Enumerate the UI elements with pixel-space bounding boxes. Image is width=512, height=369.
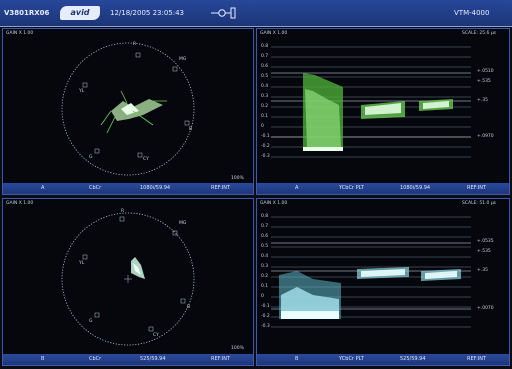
target-label-cy: CY xyxy=(143,157,149,162)
datetime-readout: 12/18/2005 23:05:43 xyxy=(110,9,185,17)
marker-label: +.0070 xyxy=(477,306,494,311)
ref-label: REF:INT xyxy=(467,356,487,362)
gain-label: GAIN X 1.00 xyxy=(260,31,288,36)
vectorscope-graticule xyxy=(61,212,195,346)
vectorscope-pane-a[interactable]: GAIN X 1.00 R MG YL B G CY 100% A CbCr 1… xyxy=(2,28,254,195)
vectorscope-trace xyxy=(131,257,145,279)
target-label-b: B xyxy=(189,127,193,132)
gain-label: GAIN X 1.00 xyxy=(6,201,34,206)
marker-label: +.35 xyxy=(477,268,488,273)
marker-label: +.0535 xyxy=(477,239,494,244)
unit-id-label: VTM-4000 xyxy=(454,9,490,17)
channel-label: A xyxy=(295,185,299,191)
tick-label: 0.6 xyxy=(261,234,269,239)
vectorscope-graticule xyxy=(61,42,195,176)
tick-label: 0.4 xyxy=(261,84,269,89)
scale-label: SCALE: 51.0 µs xyxy=(462,201,497,206)
waveform-graticule xyxy=(271,46,471,158)
tick-label: -0.3 xyxy=(261,154,270,159)
target-label-g: G xyxy=(89,155,93,160)
percent-label: 100% xyxy=(231,176,244,181)
channel-label: A xyxy=(41,185,45,191)
marker-label: +.0510 xyxy=(477,69,494,74)
marker-label: +.535 xyxy=(477,249,491,254)
connection-icon xyxy=(211,7,236,19)
vectorscope-pane-b[interactable]: GAIN X 1.00 R MG YL B G CY 100% B CbCr 5… xyxy=(2,198,254,366)
target-label-b: B xyxy=(187,305,191,310)
status-bar: A YCbCr PLT 1080i/59.94 REF:INT xyxy=(257,183,509,194)
mode-label: CbCr xyxy=(89,356,102,362)
gain-label: GAIN X 1.00 xyxy=(6,31,34,36)
target-label-r: R xyxy=(133,42,137,47)
tick-label: 0.1 xyxy=(261,114,269,119)
tick-label: 0.8 xyxy=(261,44,269,49)
tick-label: -0.3 xyxy=(261,324,270,329)
tick-label: 0.1 xyxy=(261,284,269,289)
marker-label: +.0970 xyxy=(477,134,494,139)
tick-label: -0.1 xyxy=(261,134,270,139)
mode-label: YCbCr PLT xyxy=(339,185,364,191)
target-label-cy: CY xyxy=(153,333,159,338)
marker-label: +.35 xyxy=(477,98,488,103)
scale-label: SCALE: 25.6 µs xyxy=(462,31,497,36)
target-label-yl: YL xyxy=(79,89,85,94)
target-label-mg: MG xyxy=(179,57,187,62)
target-label-mg: MG xyxy=(179,221,187,226)
tick-label: 0.5 xyxy=(261,244,269,249)
status-bar: B YCbCr PLT 525/59.94 REF:INT xyxy=(257,354,509,365)
waveform-trace xyxy=(303,73,453,151)
ref-label: REF:INT xyxy=(467,185,487,191)
mode-label: CbCr xyxy=(89,185,102,191)
tick-label: 0.2 xyxy=(261,104,269,109)
waveform-graticule xyxy=(271,216,471,328)
vectorscope-trace xyxy=(100,90,167,134)
ref-label: REF:INT xyxy=(211,185,231,191)
percent-label: 100% xyxy=(231,346,244,351)
mode-label: YCbCr PLT xyxy=(339,356,364,362)
tick-label: 0 xyxy=(261,294,264,299)
target-label-r: R xyxy=(121,209,125,214)
gain-label: GAIN X 1.00 xyxy=(260,201,288,206)
target-label-yl: YL xyxy=(79,261,85,266)
tick-label: 0.5 xyxy=(261,74,269,79)
format-label: 1080i/59.94 xyxy=(140,185,171,191)
tick-label: -0.2 xyxy=(261,314,270,319)
waveform-pane-b[interactable]: GAIN X 1.00 SCALE: 51.0 µs 0.8 0.7 0.6 0… xyxy=(256,198,510,366)
tick-label: 0.3 xyxy=(261,264,269,269)
model-label: V3801RX06 xyxy=(4,9,50,17)
channel-label: B xyxy=(41,356,45,362)
format-label: 1080i/59.94 xyxy=(400,185,431,191)
waveform-pane-a[interactable]: GAIN X 1.00 SCALE: 25.6 µs 0.8 0.7 0.6 0… xyxy=(256,28,510,195)
tick-label: 0.8 xyxy=(261,214,269,219)
tick-label: 0.3 xyxy=(261,94,269,99)
tick-label: 0.7 xyxy=(261,224,269,229)
channel-label: B xyxy=(295,356,299,362)
tick-label: -0.2 xyxy=(261,144,270,149)
brand-logo: avid xyxy=(60,6,100,20)
tick-label: 0.2 xyxy=(261,274,269,279)
tick-label: 0.4 xyxy=(261,254,269,259)
status-bar: B CbCr 525/59.94 REF:INT xyxy=(3,354,253,365)
marker-label: +.535 xyxy=(477,79,491,84)
format-label: 525/59.94 xyxy=(140,356,166,362)
tick-label: 0.7 xyxy=(261,54,269,59)
waveform-trace xyxy=(279,267,461,319)
top-bar: V3801RX06 avid 12/18/2005 23:05:43 VTM-4… xyxy=(0,0,512,27)
tick-label: 0 xyxy=(261,124,264,129)
tick-label: 0.6 xyxy=(261,64,269,69)
status-bar: A CbCr 1080i/59.94 REF:INT xyxy=(3,183,253,194)
format-label: 525/59.94 xyxy=(400,356,426,362)
ref-label: REF:INT xyxy=(211,356,231,362)
target-label-g: G xyxy=(89,319,93,324)
tick-label: -0.1 xyxy=(261,304,270,309)
